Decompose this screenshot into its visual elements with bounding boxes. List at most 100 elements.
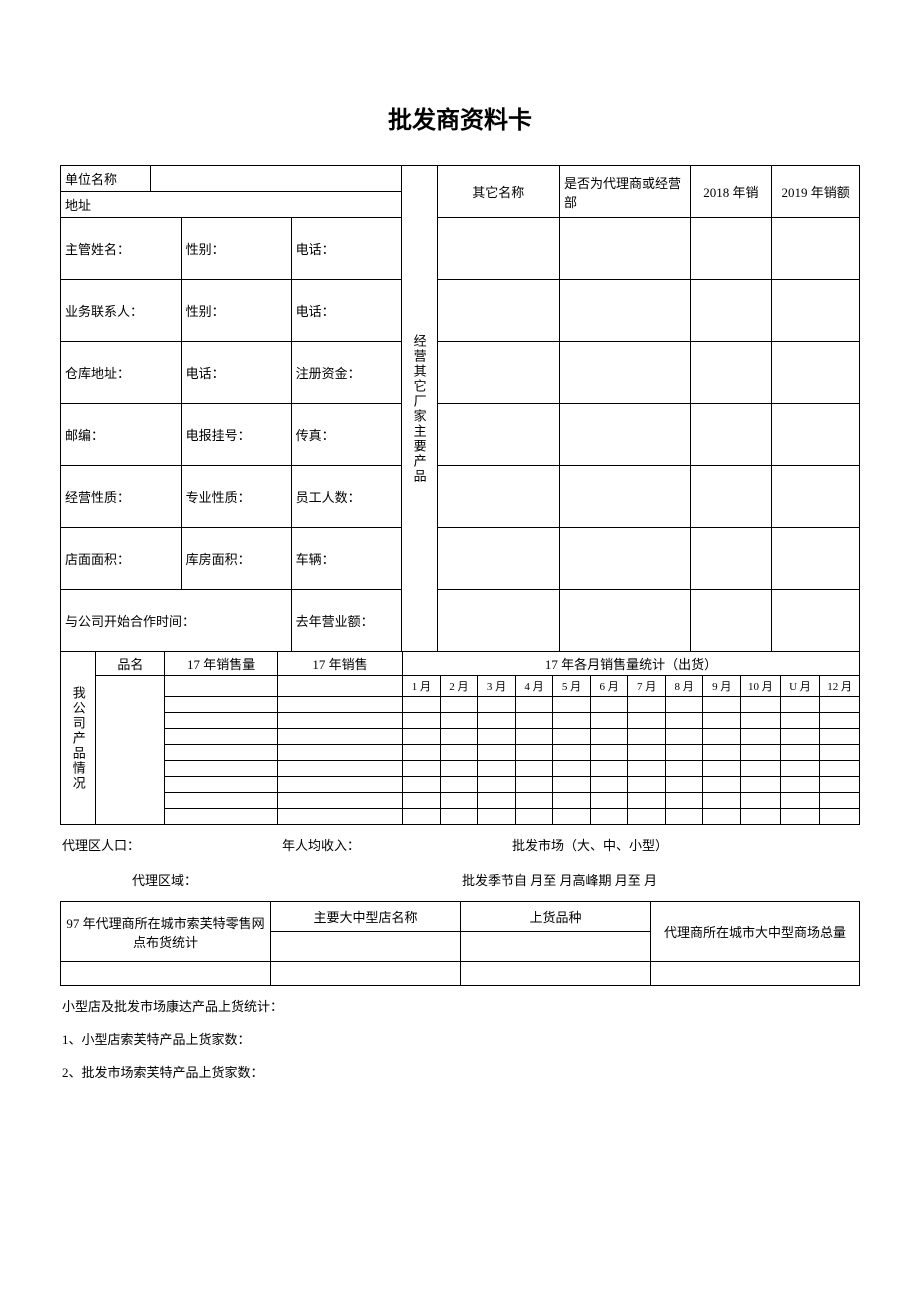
cell-r2-b [560,280,691,342]
label-market: 批发市场（大、中、小型） [512,835,858,854]
label-pop: 代理区人口： [62,835,282,854]
month-2: 2 月 [440,676,478,697]
note-2: 2、批发市场索芙特产品上货家数： [60,1058,860,1085]
cell-r4-a [437,404,559,466]
page-title: 批发商资料卡 [60,100,860,135]
label-telegram: 电报挂号： [181,404,291,466]
label-last-rev: 去年营业额： [291,590,401,652]
label-wh-area: 库房面积： [181,528,291,590]
cell-t2-r2c [461,962,651,986]
label-unit-name: 单位名称 [61,166,151,192]
cell-v-1 [165,676,278,697]
main-form-table: 单位名称 经营其它厂家主要产品 其它名称 是否为代理商或经营部 2018 年销 … [60,165,860,652]
line-region-season: 代理区域： 批发季节自 月至 月高峰期 月至 月 [60,866,860,893]
products-table: 我公司产品情况 品名 17 年销售量 17 年销售 17 年各月销售量统计（出货… [60,652,860,825]
label-t2c2: 主要大中型店名称 [271,902,461,932]
month-8: 8 月 [665,676,703,697]
label-is-agent: 是否为代理商或经营部 [560,166,691,218]
label-contact-gender: 性别： [181,280,291,342]
label-mgr-gender: 性别： [181,218,291,280]
label-contact: 业务联系人： [61,280,182,342]
label-fax: 传真： [291,404,401,466]
month-1: 1 月 [403,676,441,697]
cell-r2-d [772,280,860,342]
cell-r2-a [437,280,559,342]
cell-r1-a [437,218,559,280]
cell-unit-name [151,166,402,192]
cell-r1-c [690,218,772,280]
cell-r7-d [772,590,860,652]
month-4: 4 月 [515,676,553,697]
label-biz-nature: 经营性质： [61,466,182,528]
cell-t2-b [271,932,461,962]
line-pop-income: 代理区人口： 年人均收入： 批发市场（大、中、小型） [60,831,860,858]
cell-t2-r2d [651,962,860,986]
cell-r3-d [772,342,860,404]
month-6: 6 月 [590,676,628,697]
label-store-area: 店面面积： [61,528,182,590]
label-other-name: 其它名称 [437,166,559,218]
label-t2c1: 97 年代理商所在城市索芙特零售网点布货统计 [61,902,271,962]
label-reg-capital: 注册资金： [291,342,401,404]
cell-r1-d [772,218,860,280]
cell-r6-a [437,528,559,590]
label-monthly: 17 年各月销售量统计（出货） [403,652,860,676]
label-mgr-name: 主管姓名： [61,218,182,280]
label-products-vertical: 我公司产品情况 [61,652,96,825]
cell-r1-b [560,218,691,280]
label-prod-name: 品名 [96,652,165,676]
cell-r7-a [437,590,559,652]
label-mid-vertical: 经营其它厂家主要产品 [401,166,437,652]
label-sales17: 17 年销售 [277,652,402,676]
label-season: 批发季节自 月至 月高峰期 月至 月 [462,870,858,889]
label-2019: 2019 年销额 [772,166,860,218]
month-3: 3 月 [478,676,516,697]
label-region: 代理区域： [62,870,462,889]
cell-r3-b [560,342,691,404]
label-coop-start: 与公司开始合作时间： [61,590,292,652]
label-mgr-phone: 电话： [291,218,401,280]
cell-r5-b [560,466,691,528]
month-11: U 月 [780,676,820,697]
cell-r5-d [772,466,860,528]
month-5: 5 月 [553,676,591,697]
label-vehicles: 车辆： [291,528,401,590]
label-t2c4: 代理商所在城市大中型商场总量 [651,902,860,962]
label-income: 年人均收入： [282,835,512,854]
month-12: 12 月 [820,676,860,697]
cell-r7-b [560,590,691,652]
cell-r3-c [690,342,772,404]
cell-r3-a [437,342,559,404]
cell-r6-d [772,528,860,590]
label-contact-phone: 电话： [291,280,401,342]
cell-r4-d [772,404,860,466]
cell-t2-c [461,932,651,962]
cell-r4-b [560,404,691,466]
label-vol17: 17 年销售量 [165,652,278,676]
cell-r5-a [437,466,559,528]
label-2018: 2018 年销 [690,166,772,218]
cell-r2-c [690,280,772,342]
label-zip: 邮编： [61,404,182,466]
cell-r4-c [690,404,772,466]
cell-r6-b [560,528,691,590]
cell-r5-c [690,466,772,528]
label-wh-phone: 电话： [181,342,291,404]
label-pro-nature: 专业性质： [181,466,291,528]
cell-t2-r2b [271,962,461,986]
bottom-table: 97 年代理商所在城市索芙特零售网点布货统计 主要大中型店名称 上货品种 代理商… [60,901,860,986]
cell-t2-r2a [61,962,271,986]
label-address: 地址 [61,192,402,218]
note-1: 1、小型店索芙特产品上货家数： [60,1025,860,1052]
label-warehouse: 仓库地址： [61,342,182,404]
month-7: 7 月 [628,676,666,697]
month-10: 10 月 [741,676,781,697]
month-9: 9 月 [703,676,741,697]
cell-prod-name [96,676,165,825]
cell-r6-c [690,528,772,590]
cell-s-1 [277,676,402,697]
label-t2c3: 上货品种 [461,902,651,932]
note-0: 小型店及批发市场康达产品上货统计： [60,992,860,1019]
cell-r7-c [690,590,772,652]
label-employees: 员工人数： [291,466,401,528]
